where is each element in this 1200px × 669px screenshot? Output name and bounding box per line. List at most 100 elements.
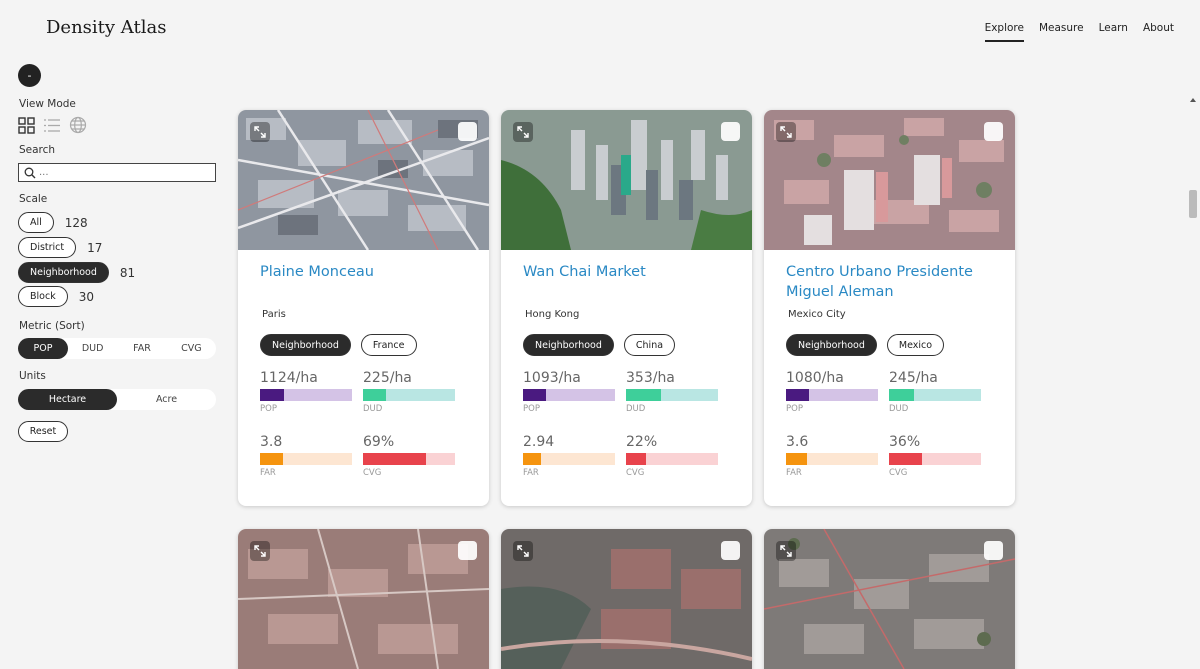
cvg-label: CVG [363, 468, 382, 478]
grid-icon[interactable] [18, 116, 35, 134]
expand-icon[interactable] [513, 541, 533, 561]
neighborhood-card[interactable] [501, 529, 752, 669]
dud-value: 353/ha [626, 370, 675, 386]
card-city: Paris [262, 309, 286, 320]
pop-bar [523, 389, 615, 401]
neighborhood-card[interactable] [764, 529, 1015, 669]
view-mode-switcher [18, 116, 87, 134]
card-title[interactable]: Centro Urbano Presidente Miguel Aleman [786, 264, 973, 300]
pop-metric: 1080/ha POP [786, 370, 878, 414]
far-label: FAR [786, 468, 802, 478]
far-metric: 3.8 FAR [260, 434, 352, 478]
metric-dud-option[interactable]: DUD [81, 343, 104, 354]
far-metric: 2.94 FAR [523, 434, 615, 478]
select-checkbox[interactable] [458, 122, 477, 141]
scale-all-button[interactable]: All [18, 212, 54, 233]
scale-tag[interactable]: Neighborhood [260, 334, 351, 356]
cvg-metric: 36% CVG [889, 434, 981, 478]
expand-icon[interactable] [250, 541, 270, 561]
scrollbar[interactable] [1188, 96, 1198, 669]
aerial-photo [764, 110, 1015, 250]
search-label: Search [19, 144, 56, 156]
dud-value: 245/ha [889, 370, 938, 386]
unit-acre-option[interactable]: Acre [155, 394, 178, 405]
metric-cvg-option[interactable]: CVG [181, 343, 202, 354]
cvg-value: 22% [626, 434, 658, 450]
far-value: 2.94 [523, 434, 555, 450]
scrollbar-thumb[interactable] [1189, 190, 1197, 218]
cvg-bar [626, 453, 718, 465]
units-label: Units [19, 370, 46, 382]
neighborhood-card[interactable]: Wan Chai Market Hong Kong Neighborhood C… [501, 110, 752, 506]
scale-tag[interactable]: Neighborhood [786, 334, 877, 356]
country-tag[interactable]: Mexico [886, 334, 945, 356]
expand-icon[interactable] [776, 541, 796, 561]
expand-icon[interactable] [250, 122, 270, 142]
search-icon [24, 167, 36, 178]
list-icon[interactable] [43, 117, 61, 134]
neighborhood-card[interactable]: Plaine Monceau Paris Neighborhood France… [238, 110, 489, 506]
dud-label: DUD [363, 404, 383, 414]
metric-sort-label: Metric (Sort) [19, 320, 85, 332]
scale-option-neighborhood: Neighborhood 81 [18, 262, 135, 283]
scroll-up-icon[interactable] [1190, 98, 1196, 102]
pop-value: 1080/ha [786, 370, 844, 386]
select-checkbox[interactable] [984, 122, 1003, 141]
neighborhood-card[interactable] [238, 529, 489, 669]
scale-tag[interactable]: Neighborhood [523, 334, 614, 356]
select-checkbox[interactable] [984, 541, 1003, 560]
scale-all-count: 128 [64, 215, 88, 230]
scale-district-button[interactable]: District [18, 237, 77, 258]
nav-explore[interactable]: Explore [984, 22, 1024, 42]
select-checkbox[interactable] [721, 122, 740, 141]
pop-label: POP [260, 404, 277, 414]
scale-option-block: Block 30 [18, 286, 94, 307]
metric-pop-option[interactable]: POP [18, 338, 68, 359]
aerial-photo [501, 529, 752, 669]
pop-bar [260, 389, 352, 401]
far-value: 3.8 [260, 434, 283, 450]
reset-button[interactable]: Reset [18, 421, 68, 442]
card-city: Mexico City [788, 309, 846, 320]
country-tag[interactable]: China [623, 334, 676, 356]
dud-metric: 353/ha DUD [626, 370, 718, 414]
dud-bar [363, 389, 455, 401]
search-box [18, 163, 216, 182]
metric-far-option[interactable]: FAR [133, 343, 151, 354]
scale-block-button[interactable]: Block [18, 286, 68, 307]
select-checkbox[interactable] [458, 541, 477, 560]
scale-neighborhood-button[interactable]: Neighborhood [18, 262, 109, 283]
nav-learn[interactable]: Learn [1098, 22, 1128, 34]
dud-label: DUD [889, 404, 909, 414]
metric-sort-toggle: POP DUD FAR CVG [18, 338, 216, 359]
app-title[interactable]: Density Atlas [46, 17, 167, 38]
scale-option-district: District 17 [18, 237, 102, 258]
far-metric: 3.6 FAR [786, 434, 878, 478]
cvg-label: CVG [889, 468, 908, 478]
aerial-photo [501, 110, 752, 250]
card-city: Hong Kong [525, 309, 580, 320]
units-toggle: Hectare Acre [18, 389, 216, 410]
nav-measure[interactable]: Measure [1038, 22, 1084, 34]
search-input[interactable] [39, 167, 199, 178]
top-nav: Explore Measure Learn About [984, 22, 1174, 42]
country-tag[interactable]: France [360, 334, 417, 356]
expand-icon[interactable] [513, 122, 533, 142]
neighborhood-card[interactable]: Centro Urbano Presidente Miguel Aleman M… [764, 110, 1015, 506]
nav-about[interactable]: About [1142, 22, 1174, 34]
pop-metric: 1124/ha POP [260, 370, 352, 414]
card-title[interactable]: Wan Chai Market [523, 264, 646, 280]
dud-metric: 225/ha DUD [363, 370, 455, 414]
dud-bar [626, 389, 718, 401]
unit-hectare-option[interactable]: Hectare [18, 389, 117, 410]
far-label: FAR [523, 468, 539, 478]
scale-district-count: 17 [87, 240, 103, 255]
pop-metric: 1093/ha POP [523, 370, 615, 414]
collapse-sidebar-button[interactable]: - [18, 64, 41, 87]
expand-icon[interactable] [776, 122, 796, 142]
cvg-metric: 22% CVG [626, 434, 718, 478]
globe-icon[interactable] [69, 116, 87, 134]
cvg-value: 69% [363, 434, 395, 450]
card-title[interactable]: Plaine Monceau [260, 264, 374, 280]
select-checkbox[interactable] [721, 541, 740, 560]
